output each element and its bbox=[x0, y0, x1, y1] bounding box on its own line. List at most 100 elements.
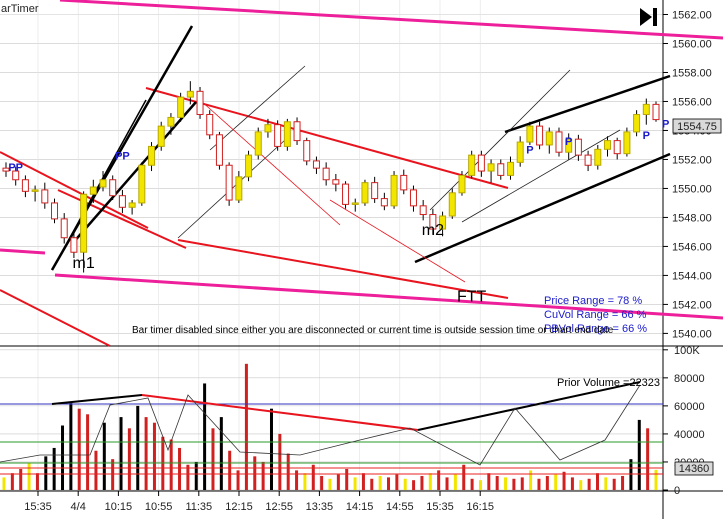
volume-bar bbox=[604, 477, 608, 490]
time-tick-label: 11:35 bbox=[185, 501, 212, 513]
volume-bar bbox=[269, 408, 273, 490]
volume-bar bbox=[236, 470, 240, 490]
price-bar bbox=[235, 171, 243, 203]
skip-to-end-icon[interactable] bbox=[640, 8, 657, 26]
price-bar-body bbox=[487, 163, 495, 172]
magenta-lower-line bbox=[54, 273, 723, 320]
volume-bar bbox=[336, 474, 340, 490]
price-bar-body bbox=[293, 121, 301, 142]
price-bar bbox=[312, 156, 320, 174]
price-bar bbox=[293, 117, 301, 145]
price-bar-body bbox=[458, 174, 466, 194]
magenta-left-line bbox=[0, 248, 46, 255]
time-tick-label: 12:55 bbox=[265, 501, 293, 513]
price-bar bbox=[303, 137, 311, 166]
price-bar bbox=[526, 121, 534, 145]
volume-bar bbox=[654, 469, 658, 490]
price-bar bbox=[322, 162, 330, 186]
price-bar bbox=[458, 171, 466, 196]
price-bar bbox=[487, 159, 495, 183]
price-bar-body bbox=[206, 114, 214, 136]
time-tick-label: 12:15 bbox=[225, 501, 253, 513]
time-tick-label: 10:55 bbox=[145, 501, 173, 513]
pivot-marker-label: PP bbox=[115, 150, 130, 162]
price-bar-body bbox=[516, 141, 524, 163]
price-bar-body bbox=[31, 189, 39, 192]
price-bar bbox=[448, 188, 456, 219]
price-bar bbox=[439, 211, 447, 237]
price-bar bbox=[400, 169, 408, 195]
price-tick-label: 1540.00 bbox=[672, 328, 712, 340]
pivot-marker-label: PP bbox=[8, 162, 23, 174]
price-bar-body bbox=[196, 90, 204, 116]
channel-lines bbox=[0, 0, 723, 347]
price-bar-body bbox=[157, 125, 165, 147]
price-bar bbox=[642, 98, 650, 125]
volume-bars bbox=[2, 363, 658, 490]
price-bar bbox=[652, 101, 660, 122]
volume-tick-label: 100K bbox=[674, 345, 700, 357]
price-tick-label: 1542.00 bbox=[672, 299, 712, 311]
price-bar-body bbox=[633, 114, 641, 133]
volume-bar bbox=[428, 473, 432, 490]
price-bar-body bbox=[118, 195, 126, 208]
price-bar bbox=[80, 191, 88, 273]
price-bar bbox=[361, 179, 369, 206]
price-bar-body bbox=[342, 183, 350, 205]
volume-bar bbox=[387, 477, 391, 490]
price-bar bbox=[623, 127, 631, 157]
price-bar-body bbox=[603, 140, 611, 150]
price-bar bbox=[584, 150, 592, 172]
price-bar-body bbox=[584, 154, 592, 166]
black-right-upper bbox=[504, 74, 671, 134]
price-bar bbox=[545, 127, 553, 154]
price-bar-body bbox=[448, 192, 456, 217]
pivot-marker-label: P bbox=[662, 119, 669, 131]
price-bar-body bbox=[555, 131, 563, 153]
last-price-tag: 1554.75 bbox=[672, 118, 722, 134]
price-bar bbox=[603, 136, 611, 157]
price-bar-body bbox=[51, 202, 59, 220]
price-bar-body bbox=[565, 138, 573, 153]
volume-bar bbox=[420, 475, 424, 490]
price-bar-body bbox=[245, 154, 253, 178]
price-bar bbox=[215, 131, 223, 170]
volume-bar bbox=[119, 417, 123, 490]
volume-bar bbox=[370, 478, 374, 490]
volume-lines bbox=[0, 381, 663, 475]
volume-bar bbox=[61, 425, 65, 490]
volume-bar bbox=[495, 475, 499, 490]
price-bar bbox=[225, 162, 233, 206]
price-bar bbox=[177, 92, 185, 122]
price-bar bbox=[70, 231, 78, 259]
volume-bar bbox=[253, 456, 257, 490]
price-bar-body bbox=[419, 205, 427, 216]
price-bar-body bbox=[167, 116, 175, 127]
volume-bar bbox=[646, 428, 650, 490]
volume-bar bbox=[537, 478, 541, 490]
volume-bar bbox=[295, 470, 299, 490]
price-bar bbox=[371, 176, 379, 203]
time-tick-label: 16:15 bbox=[466, 501, 494, 513]
price-bar-body bbox=[128, 202, 136, 208]
price-bar bbox=[594, 144, 602, 170]
price-bar-body bbox=[332, 179, 340, 185]
red-left-mid bbox=[57, 189, 187, 249]
red-channel-upper bbox=[145, 87, 509, 189]
volume-bar bbox=[27, 463, 31, 490]
volume-bar bbox=[102, 422, 106, 490]
time-tick-label: 15:35 bbox=[24, 501, 52, 513]
volume-bar bbox=[629, 459, 633, 490]
last-volume-label: 14360 bbox=[679, 463, 710, 475]
volume-bar bbox=[545, 475, 549, 490]
price-bar bbox=[332, 173, 340, 192]
volume-bar bbox=[470, 478, 474, 490]
price-bar bbox=[167, 113, 175, 135]
time-x-axis: 15:35 4/4 10:15 10:55 11:35 12:15 12:55 13:35 14… bbox=[24, 491, 494, 513]
price-bar bbox=[409, 185, 417, 212]
time-tick-label: 14:55 bbox=[386, 501, 414, 513]
price-tick-label: 1546.00 bbox=[672, 241, 712, 253]
price-bar-body bbox=[12, 170, 20, 181]
price-bar bbox=[516, 136, 524, 167]
price-tick-label: 1556.00 bbox=[672, 96, 712, 108]
